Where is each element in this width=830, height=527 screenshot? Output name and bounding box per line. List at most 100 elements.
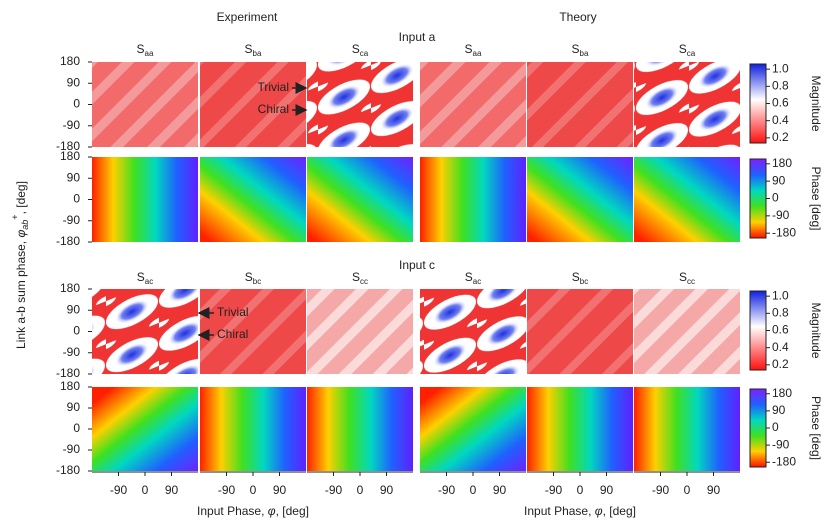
colorbar-tick-label: 180	[772, 386, 792, 400]
heatmap-panel	[200, 157, 306, 242]
x-tick-label: -90	[110, 483, 128, 497]
colorbar-tick-label: 90	[772, 173, 786, 187]
panel-symbol: S	[352, 42, 360, 56]
x-tick-label: 90	[273, 483, 287, 497]
heatmap-panel	[420, 157, 526, 242]
heatmap-panel	[200, 387, 306, 471]
section-title: Input a	[399, 30, 436, 44]
x-tick-label: 0	[577, 483, 584, 497]
annotation-arrows	[197, 82, 308, 341]
heatmap-panel	[92, 62, 198, 147]
heatmap-panel	[420, 289, 526, 374]
x-tick-label: -90	[438, 483, 456, 497]
panel-subscript: aa	[473, 49, 482, 58]
colorbar-tick-label: -90	[772, 208, 790, 222]
panel-symbol: S	[245, 270, 253, 284]
x-tick-label: 0	[470, 483, 477, 497]
heatmap-panel	[200, 62, 306, 147]
y-label-text: Link a-b sum phase,	[14, 238, 28, 349]
y-tick-label: -180	[56, 366, 80, 380]
y-tick-label: 180	[60, 149, 80, 163]
heatmap-panel	[420, 62, 526, 147]
colorbar-tick-label: 0.8	[772, 305, 789, 319]
y-tick-label: 0	[73, 97, 80, 111]
heatmap-panel	[634, 387, 740, 471]
x-label-symbol: φ	[268, 504, 276, 518]
y-tick-label: -180	[56, 463, 80, 477]
y-label-unit: , [deg]	[14, 181, 28, 214]
x-tick-label: 90	[165, 483, 179, 497]
panel-label: Scc	[352, 270, 368, 286]
y-tick-label: 90	[67, 170, 81, 184]
x-label-symbol: φ	[595, 504, 603, 518]
y-tick-label: 90	[67, 75, 81, 89]
y-label-symbol: φ	[14, 230, 28, 238]
colorbar-label: Magnitude	[809, 302, 823, 358]
colorbar-tick-label: 0.8	[772, 78, 789, 92]
colorbar-tick-label: 0.2	[772, 130, 789, 144]
colorbar-tick-label: -90	[772, 437, 790, 451]
x-tick-label: -90	[545, 483, 563, 497]
panel-label: Sca	[352, 42, 369, 58]
heatmap-panel	[307, 289, 413, 374]
colorbar-tick-label: 0.6	[772, 323, 789, 337]
colorbar-tick-label: -180	[772, 454, 796, 468]
colorbar	[749, 158, 767, 239]
x-label-text: Input Phase,	[524, 504, 595, 518]
y-tick-label: -90	[63, 118, 81, 132]
colorbar-tick-label: 0.2	[772, 357, 789, 371]
y-tick-label: -90	[63, 345, 81, 359]
panel-symbol: S	[679, 270, 687, 284]
colorbar-tick-label: 0.6	[772, 96, 789, 110]
colorbar	[749, 63, 767, 144]
panel-subscript: ac	[473, 277, 481, 286]
panel-symbol: S	[465, 42, 473, 56]
colorbar-tick-label: 180	[772, 156, 792, 170]
panel-subscript: ac	[145, 277, 153, 286]
y-tick-label: 180	[60, 281, 80, 295]
colorbar-label: Phase [deg]	[809, 166, 823, 230]
panel-symbol: S	[572, 42, 580, 56]
y-tick-label: 90	[67, 302, 81, 316]
heatmap-panel	[420, 387, 526, 471]
column-header: Experiment	[217, 10, 278, 24]
heatmap-panel	[92, 157, 198, 242]
x-tick-label: 90	[380, 483, 394, 497]
annotation: Trivial	[217, 305, 249, 319]
panel-label: Sbc	[245, 270, 261, 286]
panel-subscript: ba	[580, 49, 589, 58]
panel-symbol: S	[572, 270, 580, 284]
colorbar-tick-label: 0.4	[772, 340, 789, 354]
annotation: Trivial	[257, 80, 289, 94]
x-tick-label: 90	[707, 483, 721, 497]
x-label-unit: , [deg]	[603, 504, 636, 518]
panel-label: Scc	[679, 270, 695, 286]
y-tick-label: 0	[73, 421, 80, 435]
panel-label: Sca	[679, 42, 696, 58]
panel-subscript: ca	[360, 49, 369, 58]
column-header: Theory	[559, 10, 596, 24]
panel-label: Sba	[572, 42, 589, 58]
colorbar-tick-label: 1.0	[772, 288, 789, 302]
x-axis-label: Input Phase, φ, [deg]	[524, 504, 636, 518]
heatmap-panel	[527, 289, 633, 374]
colorbar	[749, 388, 767, 468]
heatmap-panel	[527, 157, 633, 242]
y-tick-label: 180	[60, 54, 80, 68]
colorbar-tick-label: 0	[772, 191, 779, 205]
y-label-sub: ab	[20, 220, 30, 230]
y-axis-label: Link a-b sum phase, φab+, [deg]	[10, 181, 30, 349]
panel-symbol: S	[465, 270, 473, 284]
colorbar	[749, 290, 767, 371]
y-tick-label: 0	[73, 192, 80, 206]
colorbar-tick-label: -180	[772, 225, 796, 239]
x-axis-label: Input Phase, φ, [deg]	[197, 504, 309, 518]
panel-subscript: cc	[687, 277, 695, 286]
colorbar-label: Magnitude	[809, 75, 823, 131]
x-label-unit: , [deg]	[276, 504, 309, 518]
y-tick-label: 90	[67, 400, 81, 414]
panel-label: Saa	[137, 42, 154, 58]
panel-label: Sac	[465, 270, 481, 286]
